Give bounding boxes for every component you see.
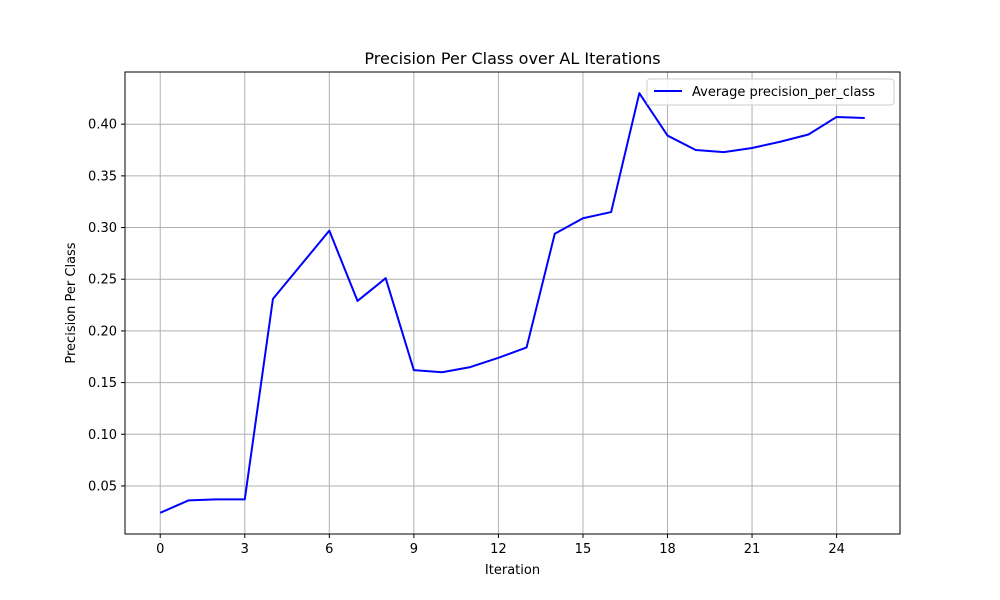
data-point	[695, 149, 697, 151]
x-tick-label: 12	[490, 542, 507, 557]
series-line	[159, 92, 865, 514]
y-axis: 0.05 0.10 0.15 0.20 0.25 0.30 0.35 0.40	[88, 118, 125, 494]
data-point	[723, 151, 725, 153]
x-tick-label: 0	[156, 542, 164, 557]
data-point	[159, 512, 161, 514]
data-point	[244, 498, 246, 500]
legend: Average precision_per_class	[646, 78, 895, 106]
x-axis-label: Iteration	[485, 563, 540, 578]
data-point	[836, 116, 838, 118]
legend-box	[646, 78, 895, 106]
y-tick-label: 0.25	[88, 273, 117, 288]
data-point	[328, 230, 330, 232]
x-tick-label: 9	[410, 542, 418, 557]
chart-title: Precision Per Class over AL Iterations	[364, 49, 660, 68]
y-tick-label: 0.15	[88, 376, 117, 391]
x-axis: 0 3 6 9 12 15 18 21 24	[156, 534, 845, 557]
data-point	[187, 499, 189, 501]
plot-frame	[124, 71, 901, 535]
data-point	[385, 277, 387, 279]
x-tick-label: 15	[575, 542, 592, 557]
y-tick-label: 0.05	[88, 479, 117, 494]
x-tick-label: 21	[744, 542, 761, 557]
x-tick-label: 3	[241, 542, 249, 557]
series-layer	[159, 92, 866, 514]
data-point	[272, 298, 274, 300]
data-point	[526, 346, 528, 348]
data-point	[751, 147, 753, 149]
grid	[125, 72, 900, 534]
data-point	[216, 498, 218, 500]
legend-label: Average precision_per_class	[692, 85, 875, 100]
data-point	[807, 134, 809, 136]
x-tick-label: 6	[325, 542, 333, 557]
x-tick-label: 18	[659, 542, 676, 557]
y-tick-label: 0.10	[88, 428, 117, 443]
data-point	[864, 117, 866, 119]
data-point	[300, 264, 302, 266]
data-point	[638, 92, 640, 94]
data-point	[779, 141, 781, 143]
data-point	[554, 233, 556, 235]
data-point	[441, 371, 443, 373]
data-point	[667, 135, 669, 137]
data-point	[497, 357, 499, 359]
data-point	[357, 300, 359, 302]
data-point	[469, 366, 471, 368]
y-tick-label: 0.40	[88, 118, 117, 133]
y-tick-label: 0.30	[88, 221, 117, 236]
y-tick-label: 0.20	[88, 324, 117, 339]
data-point	[610, 211, 612, 213]
y-axis-label: Precision Per Class	[64, 242, 79, 363]
data-point	[582, 217, 584, 219]
x-tick-label: 24	[828, 542, 845, 557]
data-point	[413, 369, 415, 371]
y-tick-label: 0.35	[88, 169, 117, 184]
